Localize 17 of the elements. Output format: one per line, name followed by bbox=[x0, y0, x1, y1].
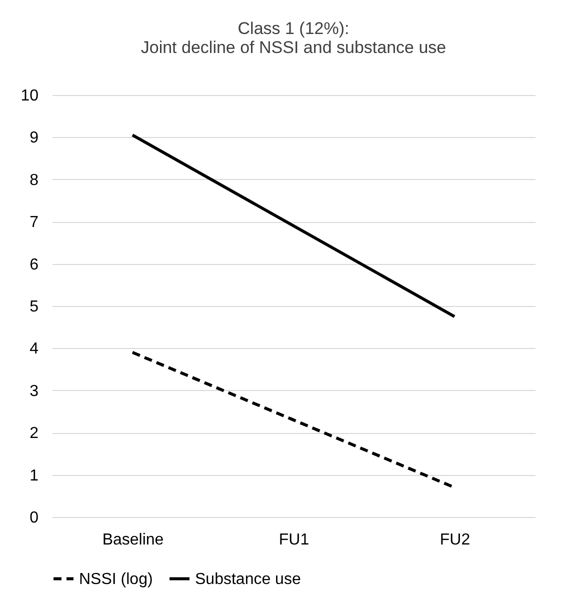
x-tick-label: FU1 bbox=[278, 532, 310, 548]
chart-title: Class 1 (12%): Joint decline of NSSI and substance use bbox=[140, 19, 446, 57]
y-tick-label: 10 bbox=[20, 88, 39, 104]
y-tick-label: 3 bbox=[30, 382, 39, 400]
x-tick-label: Baseline bbox=[102, 532, 164, 548]
y-tick-label: 2 bbox=[30, 425, 39, 442]
y-tick-label: 9 bbox=[30, 130, 39, 147]
legend-label: NSSI (log) bbox=[79, 570, 153, 588]
y-tick-label: 5 bbox=[30, 298, 39, 316]
x-tick-label: FU2 bbox=[440, 532, 470, 548]
y-tick-label: 1 bbox=[30, 467, 39, 484]
y-tick-label: 8 bbox=[30, 172, 39, 189]
y-tick-label: 0 bbox=[30, 510, 39, 526]
legend-label: Substance use bbox=[195, 570, 301, 588]
y-tick-label: 6 bbox=[30, 256, 39, 274]
y-tick-label: 7 bbox=[30, 214, 39, 232]
y-tick-label: 4 bbox=[30, 340, 39, 358]
